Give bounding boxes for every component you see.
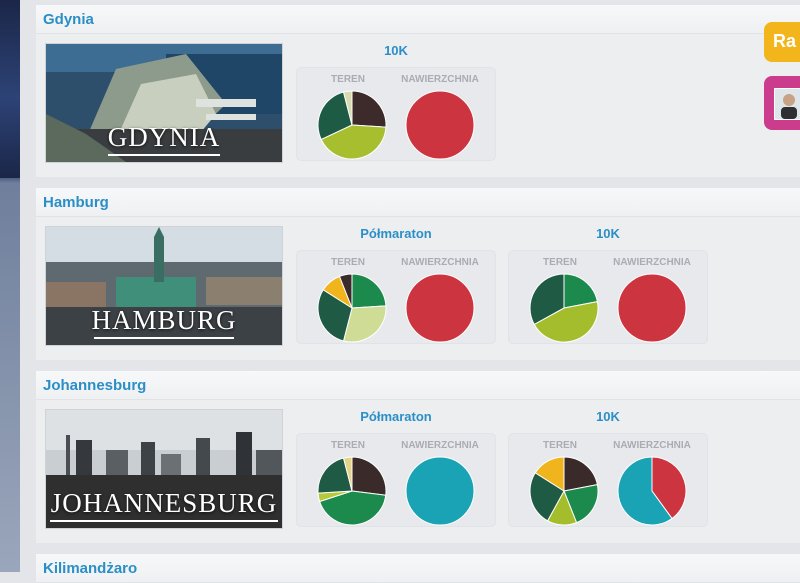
city-photo	[46, 44, 282, 162]
race-card: TEREN NAWIERZCHNIA	[508, 250, 708, 344]
avatar	[774, 88, 800, 120]
terrain-pie-chart	[317, 456, 387, 526]
pie-slice[interactable]	[529, 472, 565, 522]
terrain-label: TEREN	[543, 440, 577, 451]
city-header	[36, 371, 800, 400]
pie-slice[interactable]	[529, 273, 565, 326]
floating-avatar-button[interactable]	[764, 76, 800, 130]
pie-slice[interactable]	[651, 456, 687, 520]
left-rail-dark	[0, 0, 20, 178]
race-title[interactable]: Półmaraton	[360, 409, 432, 424]
pie-slice[interactable]	[351, 456, 387, 496]
surface-pie-chart	[405, 90, 475, 160]
surface-label: NAWIERZCHNIA	[401, 257, 479, 268]
banner-underline	[108, 154, 220, 156]
pie-slice[interactable]	[317, 457, 353, 494]
city-header	[36, 188, 800, 217]
banner-title: HAMBURG	[91, 305, 237, 335]
terrain-label: TEREN	[331, 74, 365, 85]
pie-slice[interactable]	[617, 456, 673, 526]
terrain-label: TEREN	[543, 257, 577, 268]
race-list: Gdynia GDYNIA 10K TEREN NAWIERZCHNIA	[36, 0, 800, 583]
race-title[interactable]: 10K	[596, 409, 620, 424]
surface-label: NAWIERZCHNIA	[401, 440, 479, 451]
city-photo	[46, 410, 282, 528]
pie-slice[interactable]	[563, 456, 598, 492]
floating-ra-button[interactable]: Ra	[764, 22, 800, 62]
banner-underline	[94, 337, 234, 339]
pie-slice[interactable]	[534, 456, 565, 492]
pie-slice[interactable]	[351, 90, 387, 128]
pie-slice[interactable]	[405, 456, 475, 526]
city-banner[interactable]: GDYNIA	[45, 43, 283, 163]
pie-slice[interactable]	[342, 305, 387, 343]
city-card-gdynia: Gdynia GDYNIA 10K TEREN NAWIERZCHNIA	[36, 5, 800, 177]
pie-slice[interactable]	[317, 289, 353, 342]
terrain-pie-chart	[317, 273, 387, 343]
pie-slice[interactable]	[563, 273, 598, 309]
race-title[interactable]: Półmaraton	[360, 226, 432, 241]
surface-pie-chart	[617, 456, 687, 526]
surface-pie-chart	[405, 273, 475, 343]
city-name[interactable]: Hamburg	[43, 194, 109, 211]
pie-slice[interactable]	[317, 91, 353, 141]
city-photo	[46, 227, 282, 345]
pie-slice[interactable]	[617, 273, 687, 343]
city-name[interactable]: Gdynia	[43, 11, 94, 28]
city-banner[interactable]: HAMBURG	[45, 226, 283, 346]
pie-slice[interactable]	[405, 90, 475, 160]
race-title[interactable]: 10K	[384, 43, 408, 58]
banner-title: GDYNIA	[107, 122, 221, 152]
surface-pie-chart	[405, 456, 475, 526]
race-card: TEREN NAWIERZCHNIA	[508, 433, 708, 527]
pie-slice[interactable]	[319, 490, 387, 526]
surface-label: NAWIERZCHNIA	[613, 440, 691, 451]
floating-ra-label: Ra	[773, 31, 797, 51]
surface-label: NAWIERZCHNIA	[613, 257, 691, 268]
pie-slice[interactable]	[351, 273, 387, 309]
city-name[interactable]: Johannesburg	[43, 377, 147, 394]
terrain-pie-chart	[529, 456, 599, 526]
city-card-hamburg: Hamburg HAMBURG Półmaraton TEREN NAWIERZ…	[36, 188, 800, 360]
terrain-label: TEREN	[331, 257, 365, 268]
pie-slice[interactable]	[405, 273, 475, 343]
race-card: TEREN NAWIERZCHNIA	[296, 67, 496, 161]
terrain-pie-chart	[529, 273, 599, 343]
city-name[interactable]: Kilimandżaro	[43, 560, 138, 577]
banner-title: JOHANNESBURG	[50, 488, 278, 518]
city-header	[36, 554, 800, 583]
city-card-johannesburg: Johannesburg JOHANNESBURG Półmaraton TER…	[36, 371, 800, 543]
left-rail	[0, 0, 20, 572]
pie-slice[interactable]	[342, 90, 353, 126]
race-title[interactable]: 10K	[596, 226, 620, 241]
terrain-pie-chart	[317, 90, 387, 160]
city-header	[36, 5, 800, 34]
pie-slice[interactable]	[563, 484, 599, 524]
pie-slice[interactable]	[342, 456, 353, 492]
city-card-kilimandzaro: Kilimandżaro	[36, 554, 800, 583]
surface-label: NAWIERZCHNIA	[401, 74, 479, 85]
pie-slice[interactable]	[320, 124, 387, 160]
banner-underline	[50, 520, 278, 522]
pie-slice[interactable]	[533, 301, 599, 343]
race-card: TEREN NAWIERZCHNIA	[296, 433, 496, 527]
city-banner[interactable]: JOHANNESBURG	[45, 409, 283, 529]
race-card: TEREN NAWIERZCHNIA	[296, 250, 496, 344]
surface-pie-chart	[617, 273, 687, 343]
terrain-label: TEREN	[331, 440, 365, 451]
pie-slice[interactable]	[338, 273, 353, 309]
